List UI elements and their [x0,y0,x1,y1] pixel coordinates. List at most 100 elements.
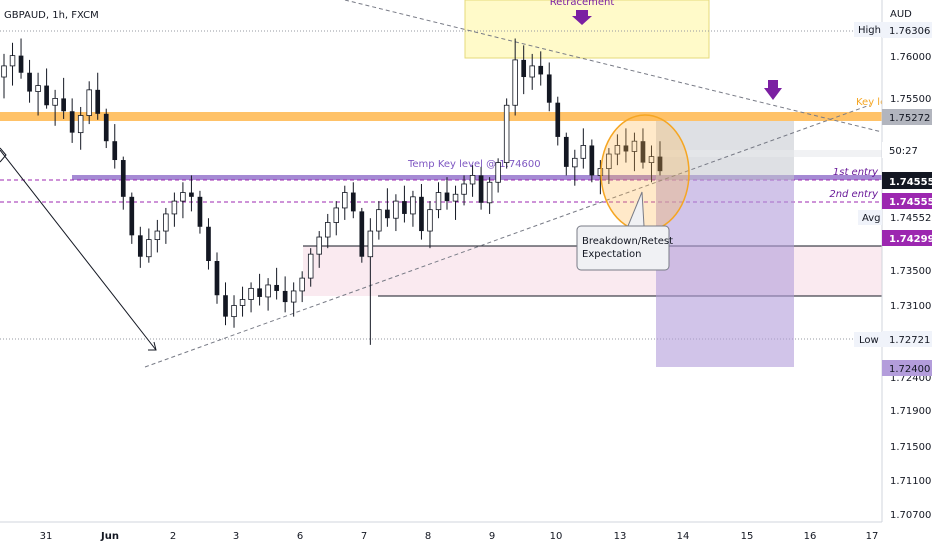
badge-first-entry-text: 1.74555 [889,197,932,208]
badge-current-price-text: 1.74555 [889,177,932,188]
candle-body [137,235,143,257]
candle-body [163,213,169,232]
candle-body [69,111,75,133]
candle-body [231,305,237,318]
time-tick-labels: 31 Jun 2 3 6 7 8 9 10 13 14 15 16 17 [40,531,879,542]
candle-body [461,183,467,195]
candle-body [27,72,32,92]
time-tick: 6 [297,531,303,542]
candle-body [257,288,262,297]
candle-body [410,196,416,215]
price-tick: 1.71500 [890,442,931,453]
badge-countdown [882,142,932,158]
high-side-label: High [858,25,881,36]
price-badges: 1.75272 50:27 1.74555 1.74555 1.74299 1.… [882,109,932,376]
candle-body [77,115,84,134]
high-side-box [854,22,882,37]
candle-body [290,290,297,303]
candle-body [35,85,41,92]
down-arrow-line [0,149,157,351]
callout-line1: Breakdown/Retest [582,236,673,247]
candle-body [623,145,629,152]
candle-body [61,98,66,112]
candle-body [606,153,612,169]
badge-target [882,360,932,376]
price-axis [882,0,932,550]
candle-body [631,140,638,152]
callout-line2: Expectation [582,249,641,260]
candle-body [427,209,433,232]
candle-body [359,211,365,257]
candle-body [367,230,374,258]
candle-body [657,156,663,172]
price-tick: 1.74552 [890,213,931,224]
candle-body [95,89,101,114]
time-tick: 17 [866,531,879,542]
candle-body [333,207,340,223]
candle-body [248,287,254,300]
price-tick: 1.71900 [890,406,931,417]
ascending-trendline [144,104,871,368]
candle-body [555,102,561,137]
candle-body [469,175,476,185]
candle-body [402,201,407,214]
time-tick: 16 [804,531,817,542]
avg-side-box [858,210,882,225]
candle-body [52,98,58,106]
candle-body [376,209,382,232]
candle-body [563,136,569,167]
candle-body [538,65,544,75]
time-tick: 7 [361,531,367,542]
badge-second-entry-text: 1.74299 [889,234,932,245]
candle-body [512,59,518,106]
time-tick: 13 [614,531,627,542]
price-tick: 1.76000 [890,52,931,63]
candle-body [154,230,161,241]
candle-body [452,193,459,202]
temp-key-band [72,175,882,180]
symbol-label: GBPAUD, 1h, FXCM [4,10,99,21]
candle-body [171,200,178,215]
price-tick: 1.71100 [890,476,931,487]
price-tick: 1.75500 [890,94,931,105]
time-tick: 31 [40,531,53,542]
badge-key-level [882,109,932,125]
candle-body [120,160,126,197]
time-tick: 14 [677,531,690,542]
first-entry-label: 1st entry [833,167,879,178]
candle-body [189,192,194,197]
candle-body [580,145,587,159]
candle-body [239,299,246,306]
time-tick: 3 [233,531,239,542]
candle-body [129,196,135,236]
candle-body [1,65,7,78]
badge-countdown-text: 50:27 [889,146,918,157]
candle-body [103,113,109,142]
key-level-label: Key level [856,97,901,108]
price-axis-unit: AUD [890,9,912,20]
candle-body [495,162,501,183]
time-tick: 15 [741,531,754,542]
time-tick: Jun [100,531,119,542]
price-tick: 1.72400 [890,373,931,384]
left-edge-arrow [0,147,7,163]
candle-body [486,181,493,204]
candle-body [18,55,24,73]
candle-body [44,85,49,106]
low-side-box [854,332,882,347]
candle-body [324,222,331,238]
candle-body [112,141,118,161]
price-tick-labels: 1.76000 1.75500 1.74552 1.73500 1.73100 … [890,52,931,521]
candle-body [640,141,646,163]
price-tick: 1.73500 [890,266,931,277]
callout-box [576,225,670,271]
retracement-arrow [572,10,592,25]
candle-body [282,290,288,303]
badge-first-entry [882,193,932,209]
candle-body [589,145,595,176]
time-tick: 9 [489,531,495,542]
current-price-tail [656,150,882,157]
candle-body [86,89,92,116]
